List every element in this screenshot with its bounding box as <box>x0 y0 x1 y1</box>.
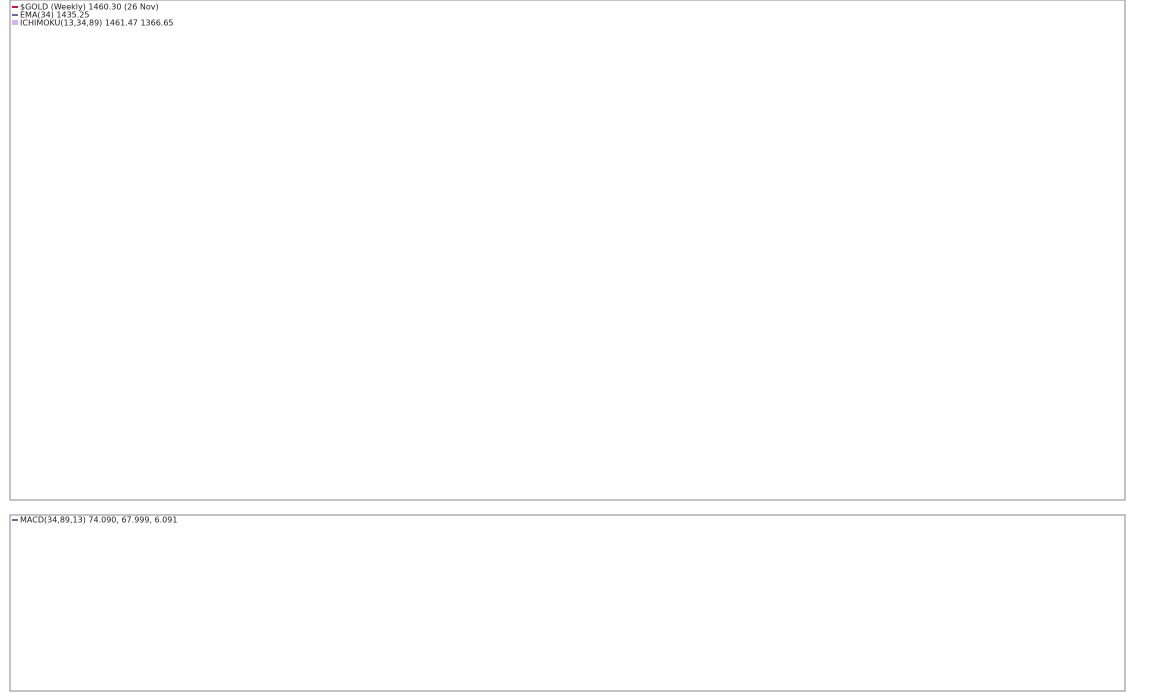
legend-swatch <box>12 20 18 25</box>
legend-macd: MACD(34,89,13) 74.090, 67.999, 6.091 <box>20 516 177 525</box>
legend-gold: $GOLD (Weekly) 1460.30 (26 Nov) <box>20 3 159 12</box>
price-frame <box>9 0 1126 501</box>
legend-ema: EMA(34) 1435.25 <box>20 11 89 20</box>
legend-ichimoku: ICHIMOKU(13,34,89) 1461.47 1366.65 <box>20 19 174 28</box>
macd-frame <box>9 514 1126 692</box>
